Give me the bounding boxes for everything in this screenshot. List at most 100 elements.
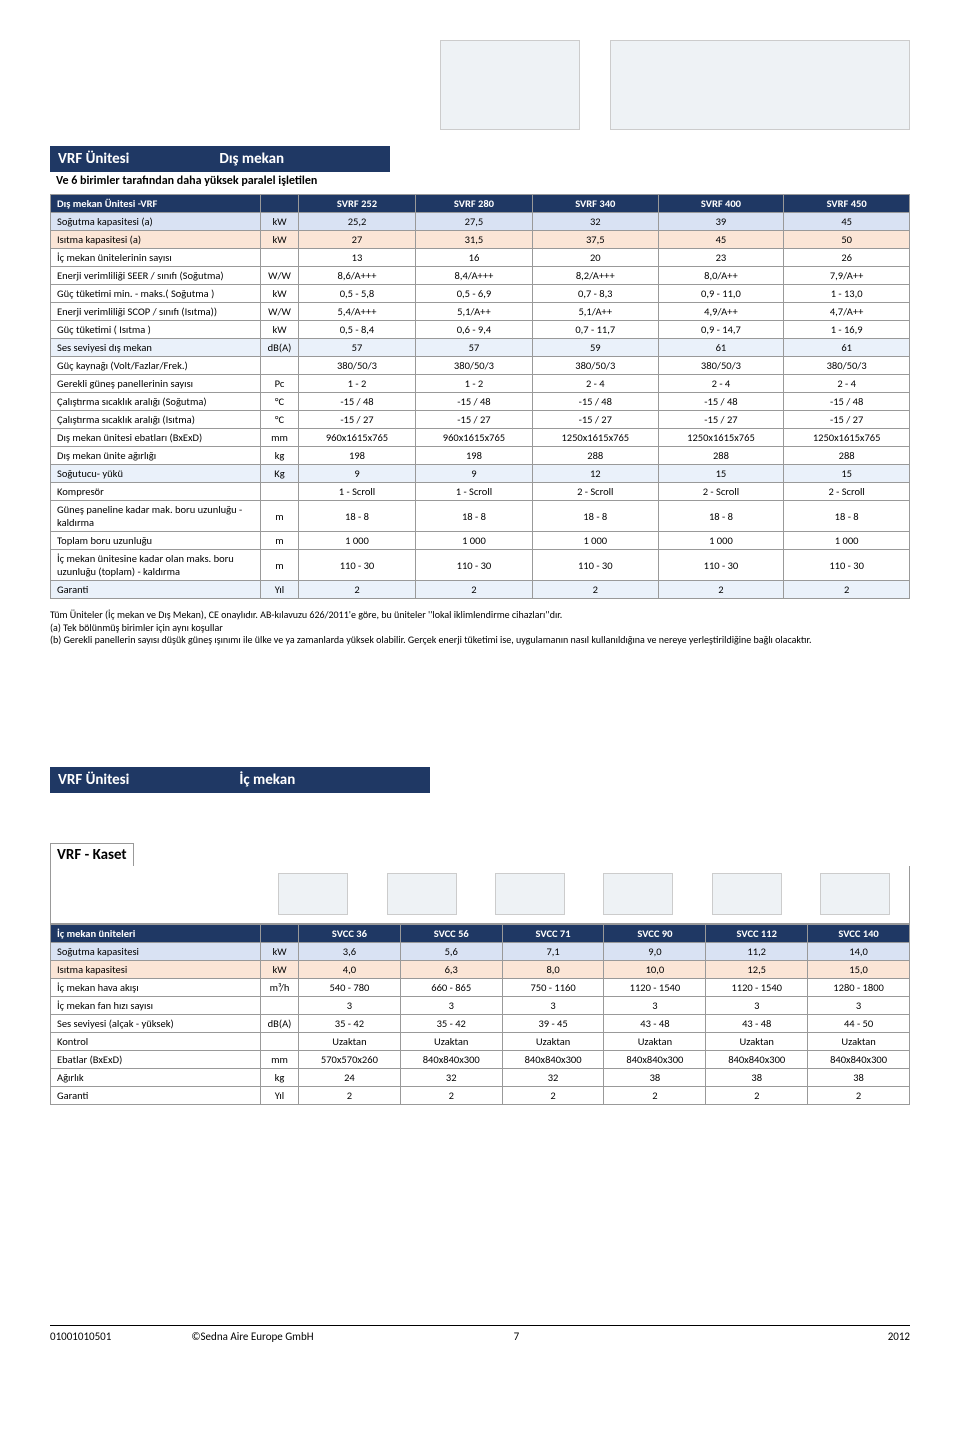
- row-label: İç mekan fan hızı sayısı: [51, 996, 261, 1014]
- cell-value: 38: [808, 1068, 910, 1086]
- cell-value: 8,6/A+++: [299, 267, 416, 285]
- row-unit: dB(A): [261, 339, 299, 357]
- cell-value: 2 - 4: [784, 375, 910, 393]
- row-label: İç mekan hava akışı: [51, 978, 261, 996]
- table-row: Isıtma kapasitesi (a)kW2731,537,54550: [51, 231, 910, 249]
- row-unit: kW: [261, 231, 299, 249]
- table-column-header: SVRF 340: [532, 195, 658, 213]
- cell-value: 0,7 - 11,7: [532, 321, 658, 339]
- cell-value: 110 - 30: [299, 550, 416, 581]
- indoor-unit-spec-table: İç mekan üniteleriSVCC 36SVCC 56SVCC 71S…: [50, 924, 910, 1105]
- cell-value: 1 - 13,0: [784, 285, 910, 303]
- cell-value: 1 - 2: [415, 375, 532, 393]
- cell-value: 840x840x300: [400, 1050, 502, 1068]
- table-row: Soğutucu- yüküKg99121515: [51, 465, 910, 483]
- table-row: Ses seviyesi (alçak - yüksek)dB(A)35 - 4…: [51, 1014, 910, 1032]
- footer-page: 7: [514, 1330, 520, 1343]
- cell-value: 1 000: [658, 532, 784, 550]
- table-column-header: SVCC 112: [706, 924, 808, 942]
- cell-value: 7,9/A++: [784, 267, 910, 285]
- table-row: Güç tüketimi ( Isıtma )kW0,5 - 8,40,6 - …: [51, 321, 910, 339]
- cell-value: 3: [808, 996, 910, 1014]
- row-unit: mm: [261, 429, 299, 447]
- table-row: KontrolUzaktanUzaktanUzaktanUzaktanUzakt…: [51, 1032, 910, 1050]
- cell-value: 198: [415, 447, 532, 465]
- table-row: İç mekan ünitelerinin sayısı1316202326: [51, 249, 910, 267]
- table-row: Çalıştırma sıcaklık aralığı (Isıtma)°C-1…: [51, 411, 910, 429]
- cell-value: 960x1615x765: [299, 429, 416, 447]
- row-label: Isıtma kapasitesi (a): [51, 231, 261, 249]
- table-row: Dış mekan ünite ağırlığıkg19819828828828…: [51, 447, 910, 465]
- row-label: Dış mekan ünitesi ebatları (BxExD): [51, 429, 261, 447]
- cell-value: 1250x1615x765: [658, 429, 784, 447]
- table-row: İç mekan fan hızı sayısı333333: [51, 996, 910, 1014]
- table-row: Gerekli güneş panellerinin sayısıPc1 - 2…: [51, 375, 910, 393]
- row-unit: Yıl: [261, 1086, 299, 1104]
- cell-value: 380/50/3: [658, 357, 784, 375]
- cell-value: 1 000: [415, 532, 532, 550]
- cell-value: 20: [532, 249, 658, 267]
- cell-value: 8,4/A+++: [415, 267, 532, 285]
- cell-value: 1 000: [299, 532, 416, 550]
- table-row: Isıtma kapasitesikW4,06,38,010,012,515,0: [51, 960, 910, 978]
- cell-value: 5,1/A++: [415, 303, 532, 321]
- cell-value: 45: [784, 213, 910, 231]
- cell-value: -15 / 48: [784, 393, 910, 411]
- row-unit: dB(A): [261, 1014, 299, 1032]
- cell-value: 39: [658, 213, 784, 231]
- cell-value: 1120 - 1540: [706, 978, 808, 996]
- row-unit: m: [261, 550, 299, 581]
- cell-value: 2 - 4: [658, 375, 784, 393]
- footnotes: Tüm Üniteler (İç mekan ve Dış Mekan), CE…: [50, 609, 910, 647]
- footer-code: 01001010501: [50, 1330, 111, 1343]
- cell-value: 61: [658, 339, 784, 357]
- cell-value: 18 - 8: [415, 501, 532, 532]
- cell-value: 7,1: [502, 942, 604, 960]
- cell-value: 1 - 2: [299, 375, 416, 393]
- cell-value: 380/50/3: [784, 357, 910, 375]
- cell-value: 0,5 - 6,9: [415, 285, 532, 303]
- cell-value: 15: [658, 465, 784, 483]
- cell-value: 5,1/A++: [532, 303, 658, 321]
- row-unit: [261, 1032, 299, 1050]
- cell-value: 1 000: [784, 532, 910, 550]
- row-unit: kW: [261, 213, 299, 231]
- row-label: Güneş paneline kadar mak. boru uzunluğu …: [51, 501, 261, 532]
- row-label: Güç tüketimi min. - maks.( Soğutma ): [51, 285, 261, 303]
- cell-value: 1 000: [532, 532, 658, 550]
- row-unit: W/W: [261, 303, 299, 321]
- row-label: Ses seviyesi dış mekan: [51, 339, 261, 357]
- cell-value: 18 - 8: [658, 501, 784, 532]
- cell-value: 750 - 1160: [502, 978, 604, 996]
- cell-value: 2: [604, 1086, 706, 1104]
- row-unit: kg: [261, 1068, 299, 1086]
- table-column-header: SVCC 90: [604, 924, 706, 942]
- cell-value: 5,4/A+++: [299, 303, 416, 321]
- section2-title-right: İç mekan: [239, 771, 295, 789]
- cell-value: 18 - 8: [784, 501, 910, 532]
- cell-value: 2 - Scroll: [658, 483, 784, 501]
- cell-value: 24: [299, 1068, 401, 1086]
- cell-value: 0,6 - 9,4: [415, 321, 532, 339]
- cell-value: 198: [299, 447, 416, 465]
- footer-company: ©Sedna Aire Europe GmbH: [191, 1330, 313, 1343]
- table-row: Çalıştırma sıcaklık aralığı (Soğutma)°C-…: [51, 393, 910, 411]
- note-b: (b) Gerekli panellerin sayısı düşük güne…: [50, 634, 910, 647]
- cell-value: 57: [299, 339, 416, 357]
- row-label: Güç kaynağı (Volt/Fazlar/Frek.): [51, 357, 261, 375]
- cell-value: 1250x1615x765: [784, 429, 910, 447]
- cell-value: 50: [784, 231, 910, 249]
- cell-value: 10,0: [604, 960, 706, 978]
- cell-value: 8,2/A+++: [532, 267, 658, 285]
- row-unit: m³/h: [261, 978, 299, 996]
- cell-value: 2: [400, 1086, 502, 1104]
- cell-value: -15 / 27: [658, 411, 784, 429]
- cell-value: 288: [532, 447, 658, 465]
- cassette-unit-image: [603, 873, 673, 915]
- table-row: Soğutma kapasitesi (a)kW25,227,5323945: [51, 213, 910, 231]
- cell-value: -15 / 27: [532, 411, 658, 429]
- row-unit: m: [261, 532, 299, 550]
- row-unit: kW: [261, 960, 299, 978]
- row-label: Kontrol: [51, 1032, 261, 1050]
- row-label: Ses seviyesi (alçak - yüksek): [51, 1014, 261, 1032]
